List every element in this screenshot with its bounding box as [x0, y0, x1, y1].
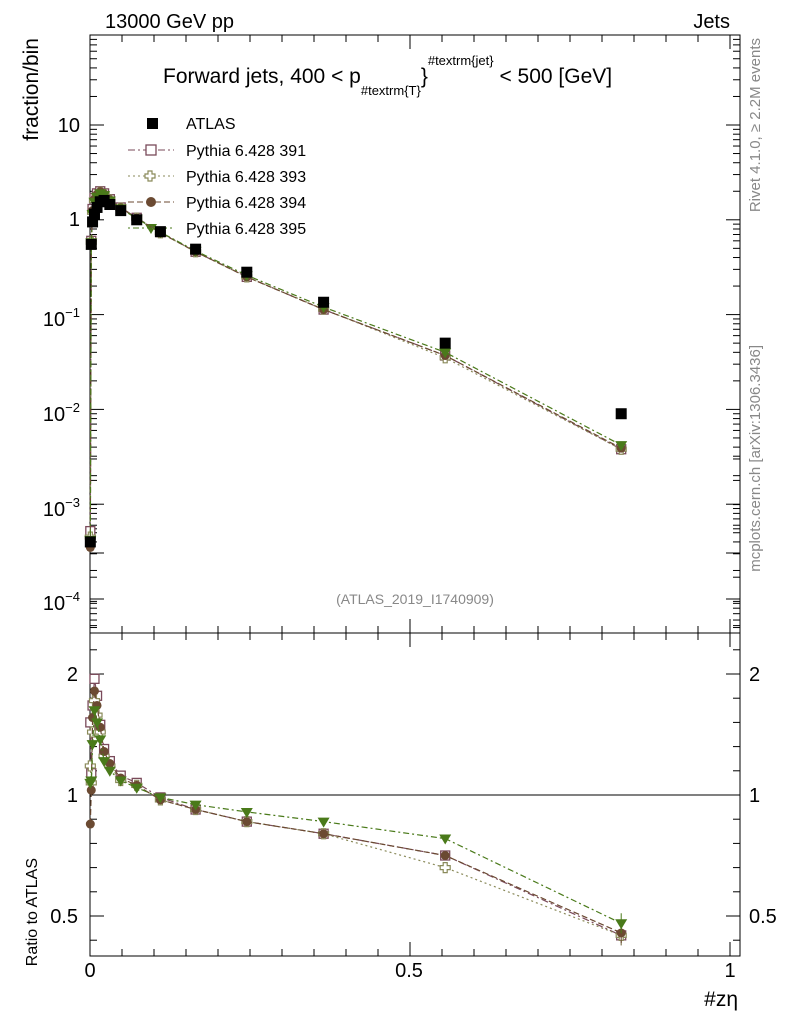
- ratio-y-tick-label: 0.5: [50, 906, 78, 928]
- data-point-atlas: [98, 194, 110, 206]
- analysis-watermark: (ATLAS_2019_I1740909): [336, 591, 494, 607]
- ratio-y-tick-label: 1: [67, 785, 78, 807]
- ratio-point-p394: [85, 819, 95, 829]
- ratio-y-tick-label-right: 0.5: [749, 906, 777, 928]
- legend-marker-393: [144, 170, 156, 182]
- ratio-point-p394: [99, 746, 109, 756]
- ratio-point-p393: [439, 862, 451, 874]
- data-point-p395: [439, 348, 452, 359]
- ratio-point-p395: [114, 776, 127, 787]
- chart-title: Forward jets, 400 < p#textrm{T}}#textrm{…: [163, 53, 612, 98]
- legend-marker-394: [146, 197, 156, 207]
- x-axis-label: #zη: [704, 988, 738, 1011]
- data-point-atlas: [115, 205, 127, 217]
- legend-marker-atlas: [147, 118, 158, 129]
- legend-label-atlas: ATLAS: [186, 116, 236, 133]
- main-plot-marks: [84, 186, 628, 552]
- legend-label-393: Pythia 6.428 393: [186, 169, 306, 186]
- legend-marker-391: [145, 144, 157, 156]
- ratio-point-p395: [317, 817, 330, 828]
- ratio-point-p395: [86, 740, 99, 751]
- y-tick-label: 10−2: [43, 400, 80, 426]
- data-point-atlas: [91, 201, 103, 213]
- ratio-point-p394: [242, 817, 252, 827]
- ratio-line-p393: [89, 700, 622, 936]
- ratio-point-p394: [105, 759, 115, 769]
- y-tick-label: 10−1: [43, 305, 80, 331]
- ratio-point-p394: [86, 785, 96, 795]
- side-text-rivet: Rivet 4.1.0, ≥ 2.2M events: [747, 38, 764, 212]
- ratio-y-tick-label-right: 1: [749, 785, 760, 807]
- series-line-p391: [89, 190, 622, 532]
- data-point-atlas: [85, 238, 97, 250]
- data-point-atlas: [318, 296, 330, 308]
- ratio-plot-marks: [84, 673, 628, 946]
- header-left: 13000 GeV pp: [105, 11, 234, 33]
- data-point-atlas: [131, 214, 143, 226]
- data-point-p395: [615, 441, 628, 452]
- series-line-p395: [89, 192, 622, 540]
- ratio-point-p395: [240, 807, 253, 818]
- data-point-atlas: [241, 266, 253, 278]
- data-point-atlas: [104, 199, 116, 211]
- y-tick-label: 1: [69, 209, 80, 231]
- ratio-point-p395: [130, 783, 143, 794]
- side-text-mcplots: mcplots.cern.ch [arXiv:1306.3436]: [747, 345, 764, 572]
- legend-label-395: Pythia 6.428 395: [186, 221, 306, 238]
- ratio-line-p394: [89, 690, 622, 934]
- header-right: Jets: [693, 11, 730, 33]
- legend-label-391: Pythia 6.428 391: [186, 143, 306, 160]
- y-tick-label: 10−3: [43, 495, 80, 521]
- ratio-point-p391: [89, 673, 100, 684]
- ratio-point-p395: [88, 706, 101, 717]
- y-axis-label: fraction/bin: [20, 38, 43, 141]
- data-point-atlas: [88, 208, 100, 220]
- ratio-point-p395: [103, 766, 116, 777]
- series-line-p393: [89, 191, 622, 538]
- ratio-point-p395: [91, 718, 104, 729]
- series-line-p394: [89, 190, 622, 548]
- ratio-point-p395: [154, 793, 167, 804]
- ratio-point-p395: [189, 800, 202, 811]
- ratio-line-p391: [89, 678, 622, 936]
- data-point-atlas: [87, 216, 99, 228]
- ratio-y-tick-label: 2: [67, 664, 78, 686]
- legend-marker-395: [145, 224, 157, 234]
- data-point-atlas: [439, 337, 451, 349]
- legend: ATLAS Pythia 6.428 391 Pythia 6.428 393 …: [128, 116, 306, 238]
- ratio-point-p394: [89, 686, 99, 696]
- data-point-atlas: [154, 226, 166, 238]
- ratio-line-p395: [89, 710, 622, 924]
- ratio-y-tick-label-right: 2: [749, 664, 760, 686]
- ratio-point-p395: [85, 776, 98, 787]
- ratio-point-p394: [440, 851, 450, 860]
- x-tick-label: 0.5: [395, 960, 423, 982]
- data-point-atlas: [615, 408, 627, 420]
- ratio-point-p395: [98, 757, 111, 768]
- data-point-atlas: [190, 243, 202, 255]
- legend-label-394: Pythia 6.428 394: [186, 195, 306, 212]
- y-tick-label: 10−4: [43, 589, 80, 615]
- ratio-point-p395: [439, 834, 452, 845]
- data-point-atlas: [84, 536, 96, 548]
- y-tick-label: 10: [58, 115, 80, 137]
- ratio-y-axis-label: Ratio to ATLAS: [24, 858, 41, 966]
- ratio-point-p395: [94, 735, 107, 746]
- ratio-point-p394: [319, 829, 329, 839]
- x-tick-label: 0: [84, 960, 95, 982]
- ratio-point-p395: [615, 919, 628, 930]
- x-tick-label: 1: [724, 960, 735, 982]
